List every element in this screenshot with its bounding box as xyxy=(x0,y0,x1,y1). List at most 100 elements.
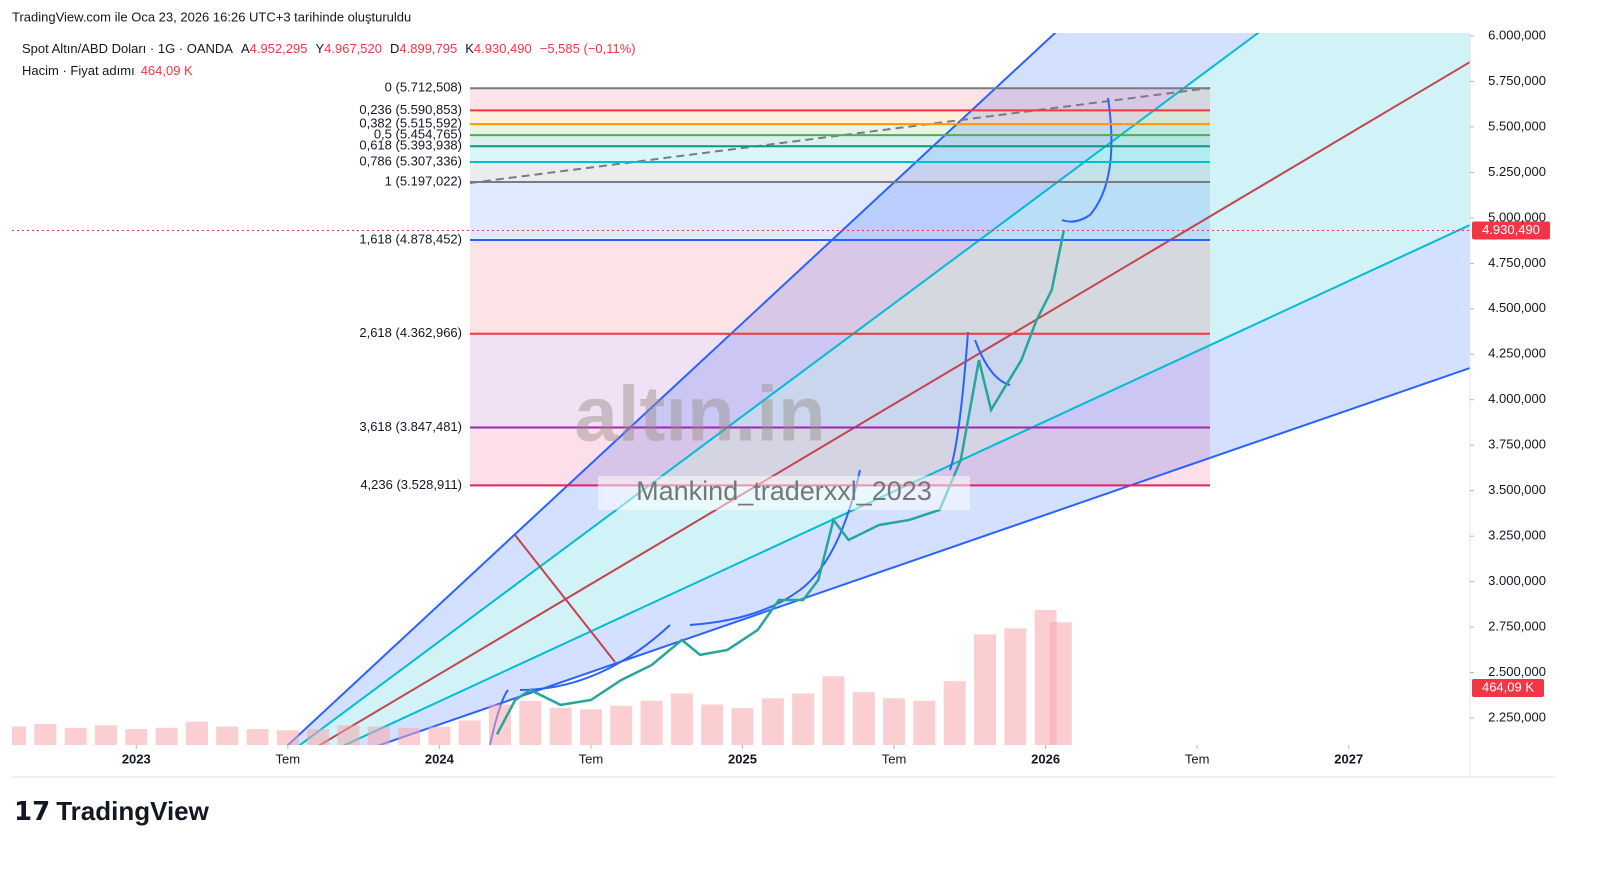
fib-label: 1,618 (4.878,452) xyxy=(359,231,462,246)
fib-band xyxy=(470,88,1210,111)
y-tick-label: 5.250,000 xyxy=(1488,164,1546,179)
fib-label: 4,236 (3.528,911) xyxy=(360,477,462,492)
y-tick-label: 6.000,000 xyxy=(1488,27,1546,42)
volume-bar xyxy=(943,681,966,745)
volume-bar xyxy=(822,676,845,745)
volume-title: Hacim · Fiyat adımı xyxy=(22,63,135,78)
ohlc-value: 4.899,795 xyxy=(399,41,457,56)
y-tick-label: 4.250,000 xyxy=(1488,346,1546,361)
volume-bar xyxy=(489,704,512,745)
fan-fill xyxy=(287,33,1259,745)
logo-text: TradingView xyxy=(56,796,209,826)
volume-bar xyxy=(1049,622,1072,745)
volume-bar xyxy=(610,705,633,745)
fib-label: 0,382 (5.515,592) xyxy=(359,116,462,131)
fib-band xyxy=(470,239,1210,334)
volume-bar xyxy=(852,692,875,745)
volume-bar xyxy=(701,704,724,745)
volume-bar xyxy=(398,727,421,745)
y-tick-label: 4.500,000 xyxy=(1488,300,1546,315)
fib-band xyxy=(470,333,1210,428)
fib-band xyxy=(470,161,1210,183)
fib-label: 0,786 (5.307,336) xyxy=(359,153,462,168)
fib-label: 3,618 (3.847,481) xyxy=(359,419,462,434)
volume-bar xyxy=(307,729,330,745)
ohlc-key: Y xyxy=(315,41,324,56)
x-tick-label: 2025 xyxy=(728,751,757,766)
change: −5,585 (−0,11%) xyxy=(540,41,636,56)
ohlc-key: D xyxy=(390,41,399,56)
fib-label: 0 (5.712,508) xyxy=(385,80,462,95)
x-tick-label: Tem xyxy=(276,751,301,766)
y-tick-label: 2.250,000 xyxy=(1488,709,1546,724)
volume-bar xyxy=(761,698,784,745)
fib-band xyxy=(470,135,1210,147)
header-line: Spot Altın/ABD Doları · 1G · OANDA A4.952… xyxy=(22,41,636,56)
fan-line xyxy=(298,33,1260,745)
volume-bar xyxy=(670,693,693,745)
fib-label: 0,5 (5.454,765) xyxy=(374,127,462,142)
trend-line xyxy=(469,87,1211,184)
volume-bar xyxy=(185,721,208,745)
fib-label: 2,618 (4.362,966) xyxy=(359,325,462,340)
volume-bar xyxy=(12,726,27,745)
volume-bar xyxy=(367,726,390,745)
ohlc-key: K xyxy=(465,41,474,56)
fib-band xyxy=(470,110,1210,125)
ohlc-value: 4.952,295 xyxy=(250,41,308,56)
volume-bar xyxy=(428,726,451,745)
price-line xyxy=(495,230,1066,735)
volume-bar xyxy=(731,708,754,745)
y-tick-label: 5.500,000 xyxy=(1488,118,1546,133)
volume-bar xyxy=(34,724,57,745)
y-tick-label: 3.750,000 xyxy=(1488,437,1546,452)
x-tick-label: Tem xyxy=(1185,751,1210,766)
ohlc-value: 4.930,490 xyxy=(474,41,532,56)
volume-bar xyxy=(94,725,117,745)
ohlc-key: A xyxy=(241,41,250,56)
volume-bar xyxy=(337,725,360,745)
last-price-label: 4.930,490 xyxy=(1482,222,1540,237)
y-tick-label: 3.000,000 xyxy=(1488,573,1546,588)
volume-bar xyxy=(519,700,542,745)
volume-bar xyxy=(246,729,269,745)
volume-bar xyxy=(1004,628,1027,745)
created-note: TradingView.com ile Oca 23, 2026 16:26 U… xyxy=(12,9,411,24)
fan-line xyxy=(318,60,1470,745)
volume-bar xyxy=(579,709,602,745)
fan-fill xyxy=(300,33,1470,745)
volume-header: Hacim · Fiyat adımı 464,09 K xyxy=(22,63,193,78)
watermark-box xyxy=(598,476,970,510)
fan-handle xyxy=(514,534,616,663)
symbol: Spot Altın/ABD Doları · 1G · OANDA xyxy=(22,41,233,56)
fib-band xyxy=(470,146,1210,162)
y-tick-label: 4.000,000 xyxy=(1488,391,1546,406)
y-tick-label: 2.500,000 xyxy=(1488,664,1546,679)
y-tick-label: 2.750,000 xyxy=(1488,618,1546,633)
drawn-curve xyxy=(519,624,671,691)
y-tick-label: 3.500,000 xyxy=(1488,482,1546,497)
volume-bar xyxy=(276,730,299,745)
volume-bar xyxy=(155,727,178,745)
y-tick-label: 5.750,000 xyxy=(1488,73,1546,88)
volume-bar xyxy=(549,708,572,745)
x-tick-label: 2024 xyxy=(425,751,455,766)
fib-label: 1 (5.197,022) xyxy=(385,173,462,188)
watermark-author: Mankind_traderxxl_2023 xyxy=(636,476,932,506)
fib-label: 0,618 (5.393,938) xyxy=(359,138,462,153)
last-price-box xyxy=(1472,221,1550,240)
x-tick-label: Tem xyxy=(579,751,604,766)
x-tick-label: 2023 xyxy=(122,751,151,766)
y-tick-label: 5.000,000 xyxy=(1488,209,1546,224)
volume-bar xyxy=(974,634,997,745)
volume-bar xyxy=(792,693,815,745)
volume-bar xyxy=(913,700,936,745)
fan-line xyxy=(376,366,1470,745)
volume-bar xyxy=(64,727,87,745)
volume-last-box xyxy=(1472,679,1544,698)
y-tick-label: 3.250,000 xyxy=(1488,528,1546,543)
volume-bar xyxy=(458,720,481,745)
x-tick-label: 2026 xyxy=(1031,751,1060,766)
drawn-curve xyxy=(689,469,861,626)
